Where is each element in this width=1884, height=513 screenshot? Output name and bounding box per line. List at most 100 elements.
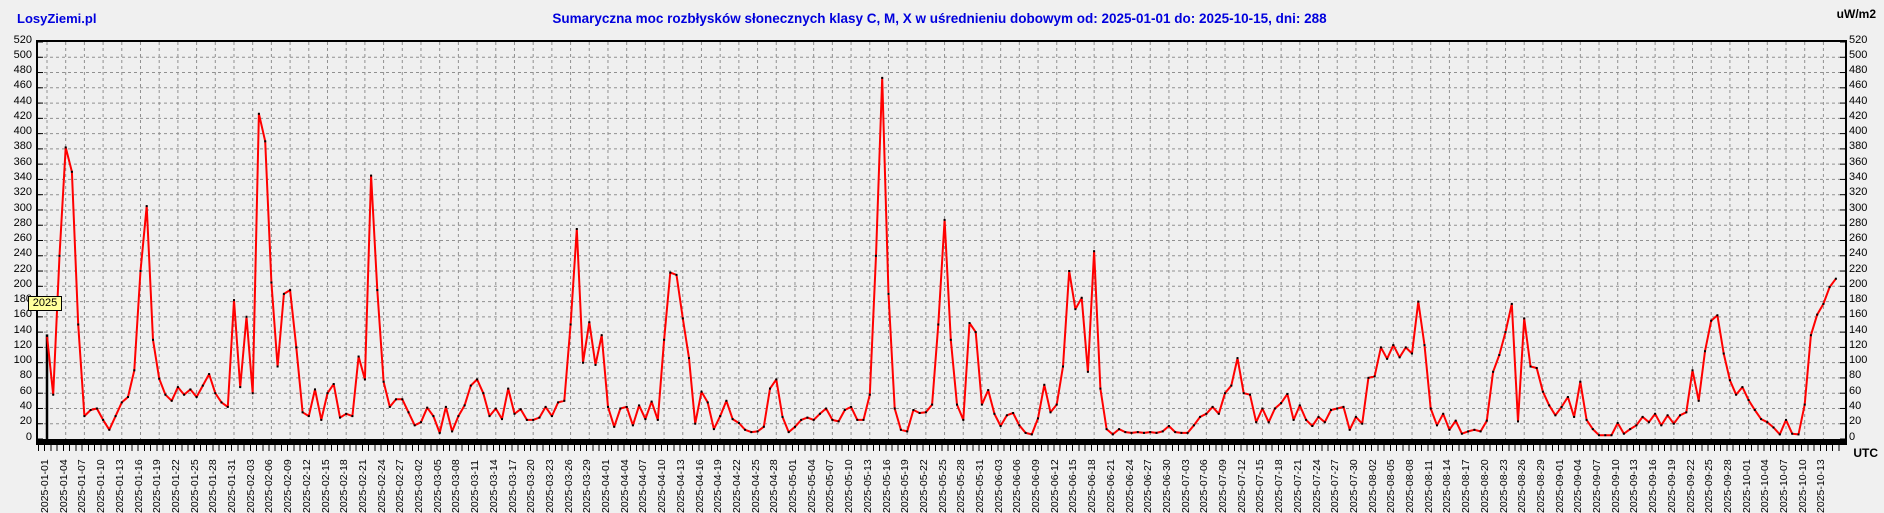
data-point-marker	[594, 363, 597, 366]
data-point-marker	[563, 399, 566, 402]
y-axis-unit-label: uW/m2	[1836, 7, 1876, 21]
y-axis-tick-label-right: 300	[1849, 201, 1868, 214]
x-axis-date-label: 2025-07-30	[1347, 459, 1360, 513]
x-axis-date-label: 2025-01-28	[207, 459, 220, 513]
data-point-marker	[887, 292, 890, 295]
data-point-marker	[1629, 428, 1632, 431]
x-axis-date-label: 2025-03-29	[581, 459, 594, 513]
data-point-marker	[513, 412, 516, 415]
x-axis-date-label: 2025-08-26	[1516, 459, 1529, 513]
y-axis-tick-label-right: 0	[1849, 430, 1856, 443]
data-point-marker	[413, 424, 416, 427]
data-point-marker	[1654, 412, 1657, 415]
data-point-marker	[1143, 431, 1145, 434]
data-point-marker	[775, 378, 778, 381]
data-point-marker	[681, 317, 684, 320]
data-point-marker	[974, 331, 977, 334]
data-point-marker	[307, 415, 310, 418]
data-point-marker	[158, 377, 161, 380]
y-axis-tick-label-left: 320	[13, 186, 32, 199]
x-axis-date-label: 2025-09-07	[1591, 459, 1603, 513]
data-point-marker	[1224, 392, 1226, 395]
data-point-marker	[999, 425, 1002, 427]
data-point-marker	[719, 415, 722, 418]
x-axis-date-label: 2025-07-24	[1310, 459, 1323, 513]
data-point-marker	[1685, 411, 1688, 414]
data-point-marker	[675, 273, 678, 276]
x-axis-date-label: 2025-07-15	[1254, 459, 1267, 513]
y-axis-tick-label-left: 420	[13, 109, 32, 122]
data-point-marker	[931, 403, 934, 406]
data-point-marker	[1124, 431, 1127, 434]
data-point-marker	[1803, 403, 1806, 406]
data-point-marker	[1579, 380, 1582, 383]
data-point-marker	[1186, 431, 1189, 434]
x-axis-date-label: 2025-04-22	[730, 459, 743, 513]
data-point-marker	[1541, 390, 1544, 393]
data-point-marker	[943, 218, 946, 221]
data-point-marker	[837, 420, 840, 423]
data-point-marker	[1105, 428, 1108, 431]
data-point-marker	[83, 415, 86, 418]
x-axis-date-label: 2025-08-11	[1422, 460, 1435, 513]
x-axis-date-label: 2025-03-05	[431, 459, 444, 513]
x-axis-date-label: 2025-09-22	[1684, 459, 1697, 513]
y-axis-tick-label-left: 400	[13, 125, 32, 138]
y-axis-tick-label-right: 180	[1849, 293, 1868, 306]
data-point-marker	[644, 418, 647, 421]
data-point-marker	[438, 431, 441, 434]
data-point-marker	[114, 415, 117, 418]
y-axis-tick-label-right: 240	[1849, 247, 1868, 260]
x-axis-date-label: 2025-05-13	[861, 459, 874, 513]
data-point-marker	[1236, 357, 1239, 360]
x-axis-date-label: 2025-02-27	[394, 459, 407, 513]
data-point-marker	[650, 400, 653, 403]
data-point-marker	[806, 416, 809, 419]
data-point-marker	[226, 405, 229, 408]
data-point-marker	[152, 338, 154, 341]
y-axis-tick-label-right: 280	[1849, 216, 1868, 229]
data-point-marker	[463, 404, 466, 407]
x-axis-date-label: 2025-10-13	[1815, 459, 1828, 513]
data-point-marker	[1722, 352, 1725, 355]
data-point-marker	[1554, 414, 1557, 417]
data-point-marker	[276, 365, 279, 368]
y-axis-tick-label-right: 340	[1849, 170, 1868, 183]
data-point-marker	[532, 418, 535, 421]
x-axis-date-label: 2025-07-09	[1217, 459, 1229, 513]
data-point-marker	[1753, 409, 1756, 411]
data-point-marker	[538, 416, 541, 419]
x-axis-date-label: 2025-03-23	[543, 459, 556, 513]
data-point-marker	[95, 407, 98, 410]
x-axis-date-label: 2025-05-01	[787, 459, 799, 513]
data-point-marker	[1379, 346, 1382, 349]
data-point-marker	[968, 322, 971, 324]
flare-power-series	[46, 76, 1837, 437]
x-axis-date-label: 2025-03-08	[450, 459, 463, 513]
data-point-marker	[750, 431, 753, 434]
data-point-marker	[1479, 430, 1482, 433]
data-point-marker	[1080, 296, 1083, 299]
brand-logo-link[interactable]: LosyZiemi.pl	[17, 11, 97, 26]
y-axis-tick-label-left: 300	[13, 201, 32, 214]
data-point-marker	[469, 384, 472, 387]
data-point-marker	[1305, 418, 1308, 421]
data-point-marker	[1760, 418, 1763, 421]
x-axis-date-label: 2025-06-12	[1048, 459, 1061, 513]
y-axis-tick-label-left: 80	[19, 369, 32, 382]
data-point-marker	[899, 428, 902, 431]
x-axis-date-label: 2025-02-24	[375, 459, 388, 513]
data-point-marker	[1791, 432, 1794, 435]
data-point-marker	[432, 415, 435, 418]
data-point-marker	[1280, 402, 1283, 405]
data-point-marker	[251, 392, 254, 395]
data-point-marker	[1055, 403, 1058, 406]
x-axis-date-label: 2025-05-10	[843, 459, 856, 513]
data-point-marker	[949, 338, 952, 341]
data-point-marker	[962, 418, 965, 421]
y-axis-tick-label-left: 280	[13, 216, 32, 229]
x-axis-date-label: 2025-05-22	[917, 459, 930, 513]
data-point-marker	[625, 405, 628, 408]
y-axis-tick-label-right: 160	[1849, 308, 1868, 321]
data-point-marker	[1834, 277, 1837, 280]
